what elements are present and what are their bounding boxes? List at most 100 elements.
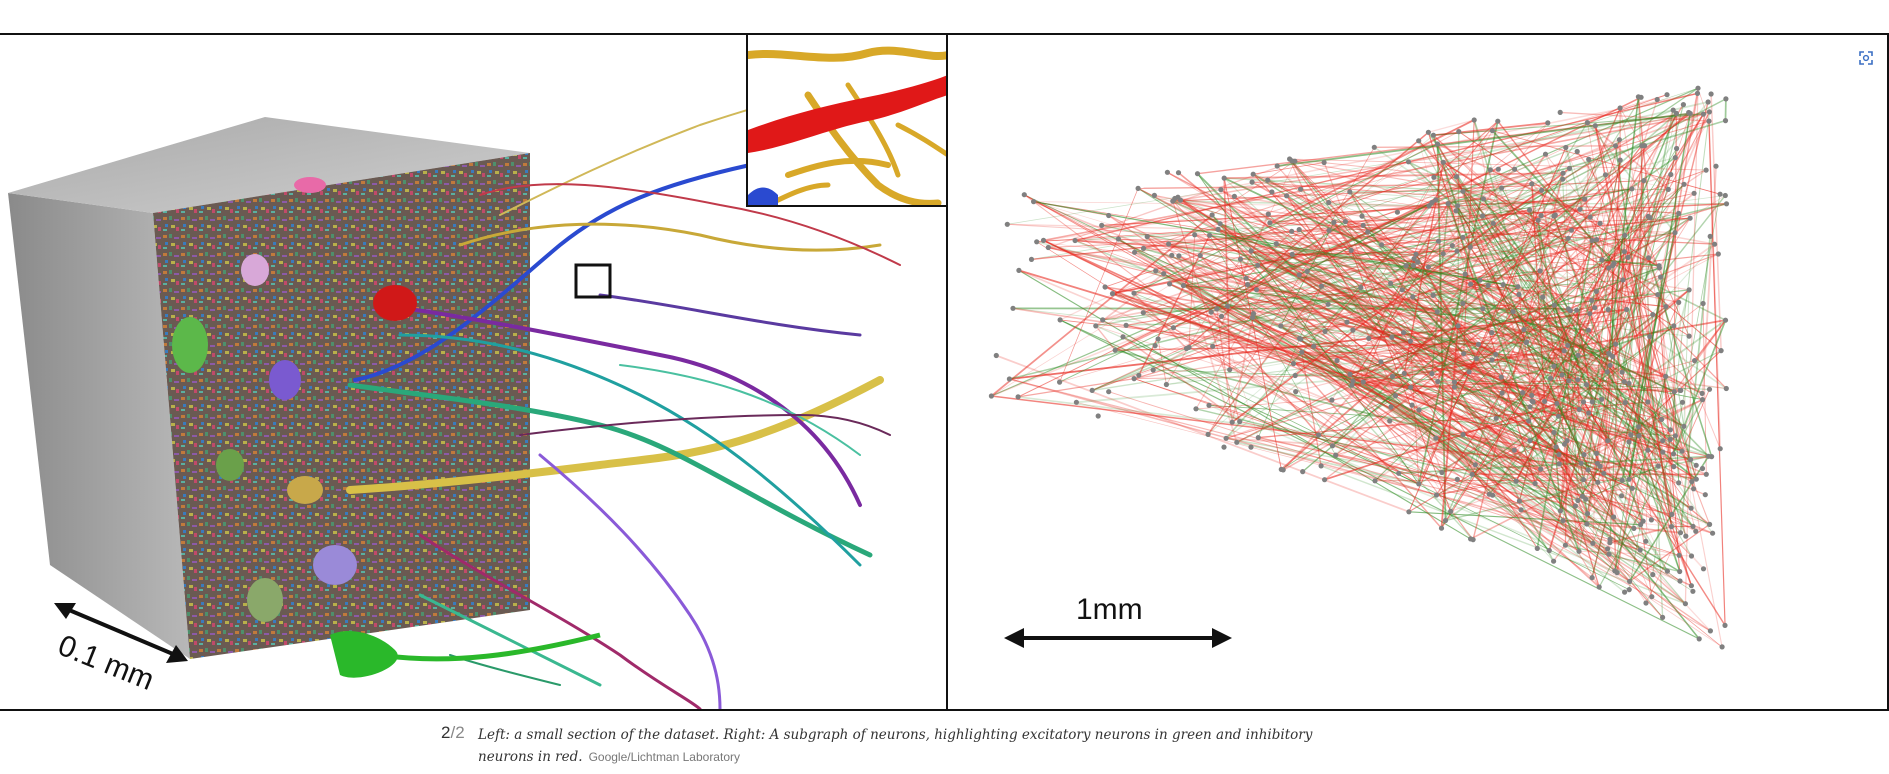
inhibitory-edge (1211, 213, 1270, 347)
inhibitory-edge (1328, 229, 1690, 291)
left-panel-dataset-render: 0.1 mm (0, 35, 946, 709)
panel-divider (946, 35, 948, 709)
neuron-node (1248, 444, 1254, 450)
neuron-node (1627, 578, 1633, 585)
neuron-node (1454, 174, 1460, 180)
neuron-node (1387, 418, 1393, 424)
neuron-node (1604, 369, 1610, 375)
excitatory-edge (1289, 158, 1663, 618)
neuron-node (1366, 335, 1372, 341)
inhibitory-edge (1349, 122, 1549, 375)
neuron-node (1274, 163, 1280, 169)
excitatory-edge (1166, 310, 1571, 385)
neuron-node (1693, 476, 1699, 482)
inhibitory-edge (1362, 224, 1527, 344)
inhibitory-edge (1553, 215, 1693, 586)
neuron-node (1619, 369, 1625, 375)
inhibitory-edge (1455, 176, 1588, 525)
neuron-node (1717, 446, 1723, 452)
inhibitory-edge (1172, 200, 1520, 295)
neuron-node (1379, 242, 1385, 248)
neuron-node (1690, 588, 1696, 594)
neuron-node (1006, 376, 1012, 382)
neuron-node (1645, 399, 1651, 405)
excitatory-edge (1443, 101, 1709, 164)
neuron-node (1469, 471, 1475, 477)
inhibitory-edge (1217, 228, 1438, 313)
neuron-node (1699, 397, 1706, 403)
neuron-node (1560, 176, 1566, 182)
inhibitory-edge (1289, 158, 1517, 482)
neuron-node (1554, 400, 1560, 407)
neuron-node (1679, 448, 1685, 454)
neuron-node (1331, 219, 1337, 225)
neuron-node (1498, 374, 1504, 380)
neuron-node (1667, 427, 1673, 433)
inhibitory-edge (1224, 172, 1564, 179)
neuron-node (1602, 172, 1609, 178)
excitatory-edge (1407, 161, 1685, 427)
neuron-node (1115, 236, 1121, 242)
neuron-node (1208, 309, 1214, 315)
inhibitory-edge (1138, 234, 1211, 376)
neuron-node (1394, 209, 1400, 215)
neuron-node (1560, 170, 1566, 176)
inhibitory-edge (1095, 325, 1116, 351)
neuron-node (1304, 268, 1310, 274)
neuron-node (1389, 373, 1396, 379)
inhibitory-edge (1647, 257, 1667, 307)
inhibitory-edge (1323, 162, 1443, 473)
inhibitory-edge (1352, 307, 1595, 382)
excitatory-edge (1373, 146, 1727, 390)
excitatory-edge (1183, 284, 1589, 331)
neuron-node (1499, 390, 1505, 396)
neuron-node (1392, 393, 1399, 399)
neuron-node (1360, 379, 1366, 385)
neuron-node (1175, 170, 1182, 176)
expand-image-button[interactable] (1853, 45, 1879, 71)
inhibitory-edge (1701, 166, 1717, 400)
neuron-node (1516, 291, 1522, 298)
neuron-node (1673, 110, 1679, 116)
neuron-node (1442, 517, 1449, 524)
inhibitory-edge (1229, 303, 1329, 371)
neuron-node (1671, 323, 1677, 329)
excitatory-edge (1223, 177, 1675, 393)
inhibitory-edge (1575, 310, 1594, 402)
inhibitory-edge (1172, 180, 1644, 202)
inhibitory-edge (1408, 147, 1567, 512)
neuron-node (1622, 400, 1628, 406)
excitatory-edge (1453, 381, 1530, 422)
excitatory-edge (1216, 220, 1346, 310)
inhibitory-edge (1454, 381, 1691, 461)
neuron-node (1429, 371, 1435, 377)
neuron-node (1575, 377, 1581, 383)
neuron-node (1706, 118, 1712, 124)
neuron-node (1430, 292, 1436, 298)
neuron-node (1676, 552, 1682, 558)
neuron-node (1499, 185, 1505, 191)
neuron-node (1688, 583, 1694, 589)
neuron-node (1316, 432, 1322, 438)
inhibitory-edge (1256, 289, 1676, 437)
inhibitory-edge (1043, 239, 1294, 365)
neuron-node (1646, 255, 1652, 261)
neuron-node (1650, 572, 1656, 578)
neuron-node (1589, 575, 1595, 581)
neuron-node (1431, 174, 1437, 180)
neuron-node (1717, 191, 1723, 197)
neuron-node (1206, 402, 1212, 408)
neuron-node (1326, 199, 1332, 206)
neuron-node (1360, 222, 1366, 228)
inhibitory-edge (1318, 434, 1692, 587)
inhibitory-edge (1324, 238, 1597, 333)
neuron-node (1180, 282, 1186, 289)
neuron-node (1215, 226, 1221, 232)
inhibitory-edge (1464, 273, 1644, 522)
neuron-node (1278, 323, 1284, 329)
inhibitory-edge (1227, 304, 1555, 307)
slide-counter-current: 2 (441, 723, 451, 742)
neuron-node (1593, 288, 1599, 294)
excitatory-edge (1447, 119, 1726, 205)
inhibitory-edge (1291, 254, 1471, 540)
